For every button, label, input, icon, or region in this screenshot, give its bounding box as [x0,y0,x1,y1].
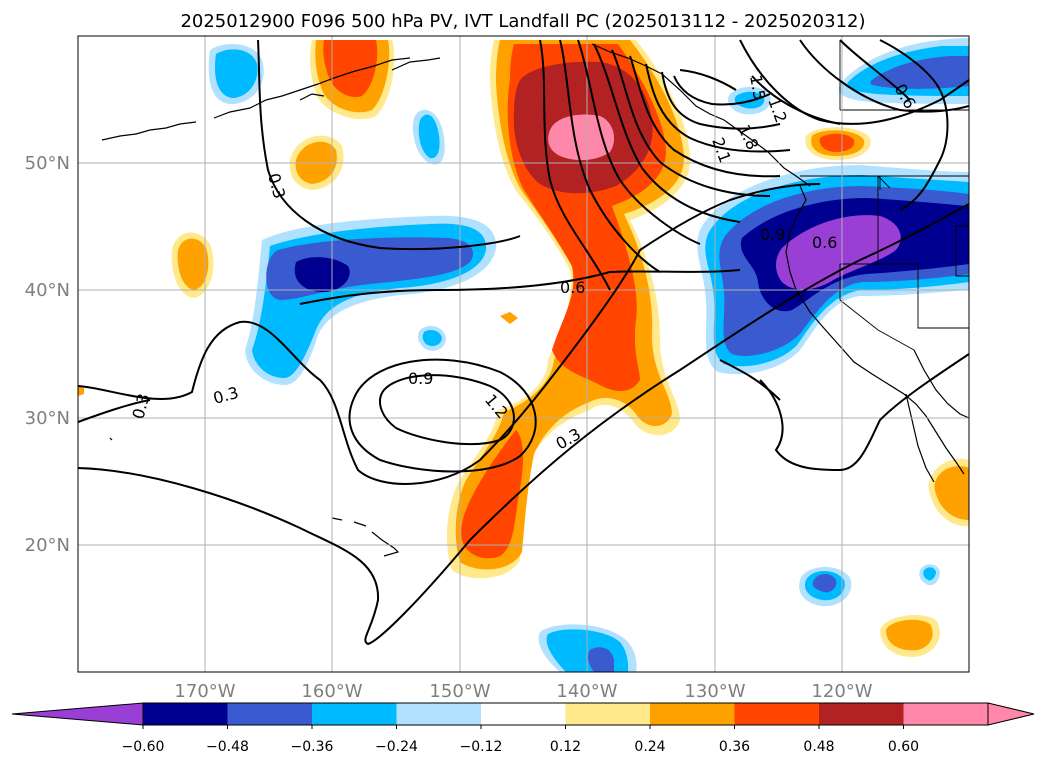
colorbar-segment [396,703,482,725]
pos-blob-bottom-right-core [886,619,933,651]
longitude-ticks: 170°W 160°W 150°W 140°W 130°W 120°W [174,681,872,702]
pos-plume-pink [548,114,615,161]
neg-blob-alaska-core [214,49,258,98]
lon-tick-label: 150°W [429,681,490,702]
colorbar-tick-label: 0.24 [634,739,665,755]
contour-label: 0.6 [812,233,837,252]
contour-label: 0.6 [560,278,585,297]
neg-band-central-pacific-navy [294,257,350,293]
pos-blob-alaska-red [323,40,378,98]
neg-region-northeast-purple [776,215,901,290]
colorbar-ticks: −0.60 −0.48 −0.36 −0.24 −0.12 0.12 0.24 0.36 0.4… [122,725,919,755]
pos-blob-small-2-core [177,238,209,290]
lon-tick-label: 160°W [301,681,362,702]
lat-tick-label: 50°N [25,153,70,174]
colorbar-tick-label: 0.12 [550,739,581,755]
pos-blob-small-3-red [819,133,855,152]
colorbar-tick-label: −0.24 [375,739,418,755]
colorbar-tick-label: −0.12 [460,739,503,755]
colorbar-segment [734,703,820,725]
neg-blob-small-4-blue [812,574,837,593]
colorbar-segment [819,703,904,725]
ivt-contours [78,39,969,646]
pos-blob-tiny [500,312,518,324]
colorbar-segment [903,703,989,725]
colorbar-segment [650,703,735,725]
colorbar-segment [312,703,397,725]
lon-tick-label: 120°W [811,681,872,702]
latitude-ticks: 50°N 40°N 30°N 20°N [25,153,70,556]
colorbar-segment [143,703,228,725]
lon-tick-label: 140°W [556,681,617,702]
colorbar-tick-label: −0.60 [122,739,165,755]
colorbar-segment [481,703,566,725]
colorbar-tick-label: −0.36 [291,739,334,755]
map-area: 0.3 0.3 0.3 0.3 0.6 0.9 1.2 0.9 0.6 2.1 … [78,36,969,672]
colorbar-tick-label: 0.36 [719,739,750,755]
colorbar-segment [565,703,651,725]
colorbar-extend-high [987,702,1035,726]
neg-blob-small-1-core [418,114,440,159]
colorbar-tick-label: 0.60 [888,739,919,755]
lat-tick-label: 20°N [25,535,70,556]
colorbar-extend-low [11,702,144,726]
neg-region-top-right-blue [870,56,969,89]
contour-label: 0.9 [760,225,785,244]
lon-tick-label: 130°W [684,681,745,702]
map-title: 2025012900 F096 500 hPa PV, IVT Landfall… [180,11,865,32]
neg-blob-small-5-core [923,567,936,581]
colorbar [11,702,1035,726]
neg-blob-small-2-core [422,330,442,346]
lon-tick-label: 170°W [174,681,235,702]
colorbar-segment [227,703,313,725]
map-frame [77,35,970,673]
pv-shading [78,38,969,672]
contour-label: 0.9 [408,369,433,388]
colorbar-tick-label: −0.48 [206,739,249,755]
pos-blob-mexico-core [934,466,969,520]
lat-tick-label: 40°N [25,280,70,301]
contour-label: 1.5 [746,73,769,101]
neg-blob-bottom-blue [587,647,614,672]
colorbar-tick-label: 0.48 [803,739,834,755]
lat-tick-label: 30°N [25,408,70,429]
pos-blob-edge [78,386,84,396]
graticule [78,36,969,672]
